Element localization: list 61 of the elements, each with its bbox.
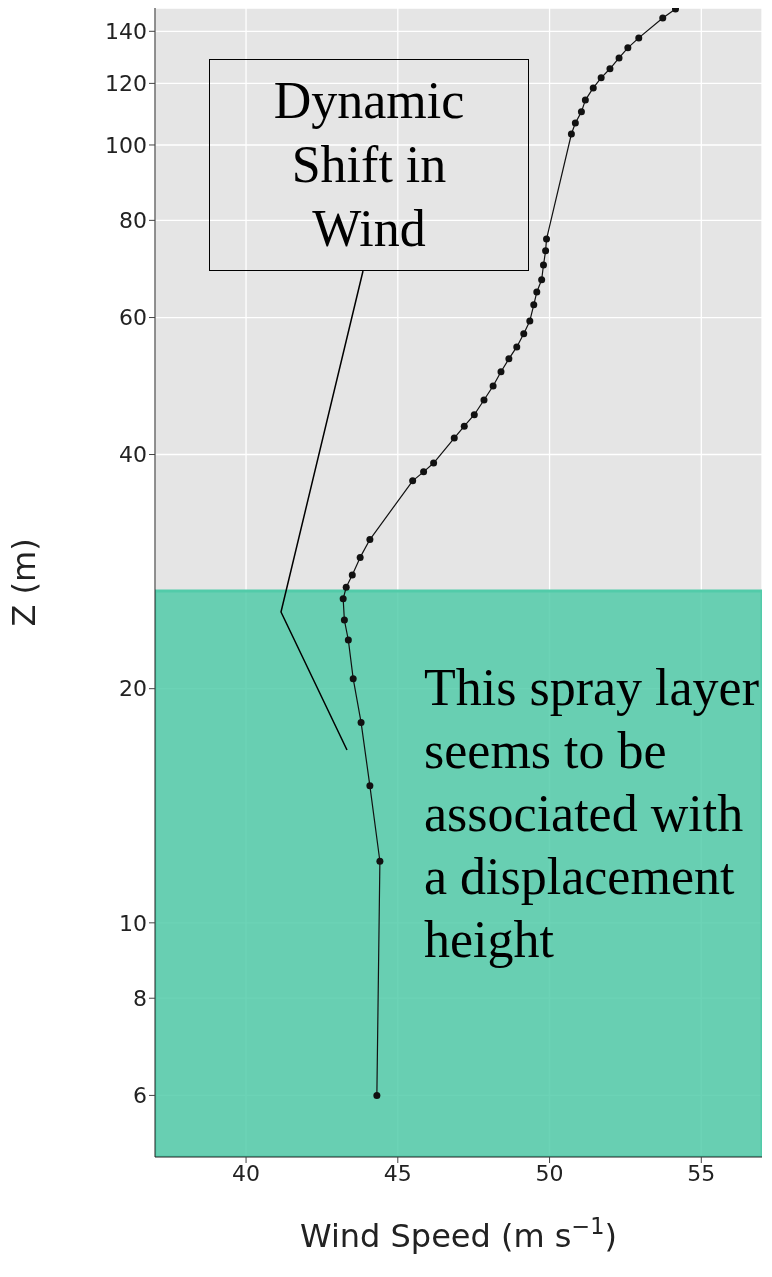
- point: [489, 382, 497, 390]
- point: [470, 411, 478, 419]
- y-tick-label: 140: [105, 19, 147, 45]
- point: [497, 368, 505, 376]
- point: [571, 119, 579, 127]
- y-tick-label: 8: [133, 986, 147, 1012]
- point: [505, 355, 513, 363]
- point: [344, 636, 352, 644]
- point: [589, 84, 597, 92]
- point: [420, 468, 428, 476]
- point: [597, 74, 605, 82]
- y-tick-label: 60: [119, 305, 147, 331]
- point: [339, 595, 347, 603]
- point: [520, 330, 528, 338]
- point: [615, 54, 623, 62]
- point: [606, 65, 614, 73]
- point: [533, 288, 541, 296]
- point: [357, 718, 365, 726]
- y-tick-label: 80: [119, 208, 147, 234]
- point: [460, 422, 468, 430]
- point: [513, 343, 521, 351]
- point: [659, 14, 667, 22]
- y-tick-label: 100: [105, 132, 147, 158]
- x-tick-label: 55: [687, 1160, 716, 1186]
- point: [366, 782, 374, 790]
- point: [542, 247, 550, 255]
- x-tick-label: 40: [232, 1160, 261, 1186]
- point: [543, 235, 551, 243]
- point: [539, 261, 547, 269]
- y-tick-label: 10: [119, 910, 147, 936]
- point: [577, 108, 585, 116]
- point: [450, 434, 458, 442]
- point: [635, 34, 643, 42]
- y-axis-title: Z (m): [5, 538, 43, 627]
- point: [538, 276, 546, 284]
- annotation: This spray layer seems to be associated with a displacement height: [424, 658, 760, 970]
- point: [356, 553, 364, 561]
- point: [624, 44, 632, 52]
- point: [348, 571, 356, 579]
- point: [376, 857, 384, 865]
- point: [366, 536, 374, 544]
- point: [526, 317, 534, 325]
- annotation: Dynamic Shift in Wind: [272, 71, 466, 259]
- point: [480, 396, 488, 404]
- point: [567, 130, 575, 138]
- point: [672, 8, 679, 13]
- x-axis-title: Wind Speed (m s$^{−1}$): [299, 1213, 618, 1255]
- point: [409, 477, 417, 485]
- point: [373, 1091, 381, 1099]
- x-tick-label: 45: [383, 1160, 412, 1186]
- point: [581, 96, 589, 104]
- y-tick-label: 40: [119, 442, 147, 468]
- y-tick-label: 120: [105, 71, 147, 97]
- point: [349, 675, 357, 683]
- x-tick-label: 50: [535, 1160, 564, 1186]
- point: [342, 583, 350, 591]
- point: [340, 616, 348, 624]
- y-tick-label: 6: [133, 1083, 147, 1109]
- point: [530, 301, 538, 309]
- y-tick-label: 20: [119, 676, 147, 702]
- point: [430, 459, 438, 467]
